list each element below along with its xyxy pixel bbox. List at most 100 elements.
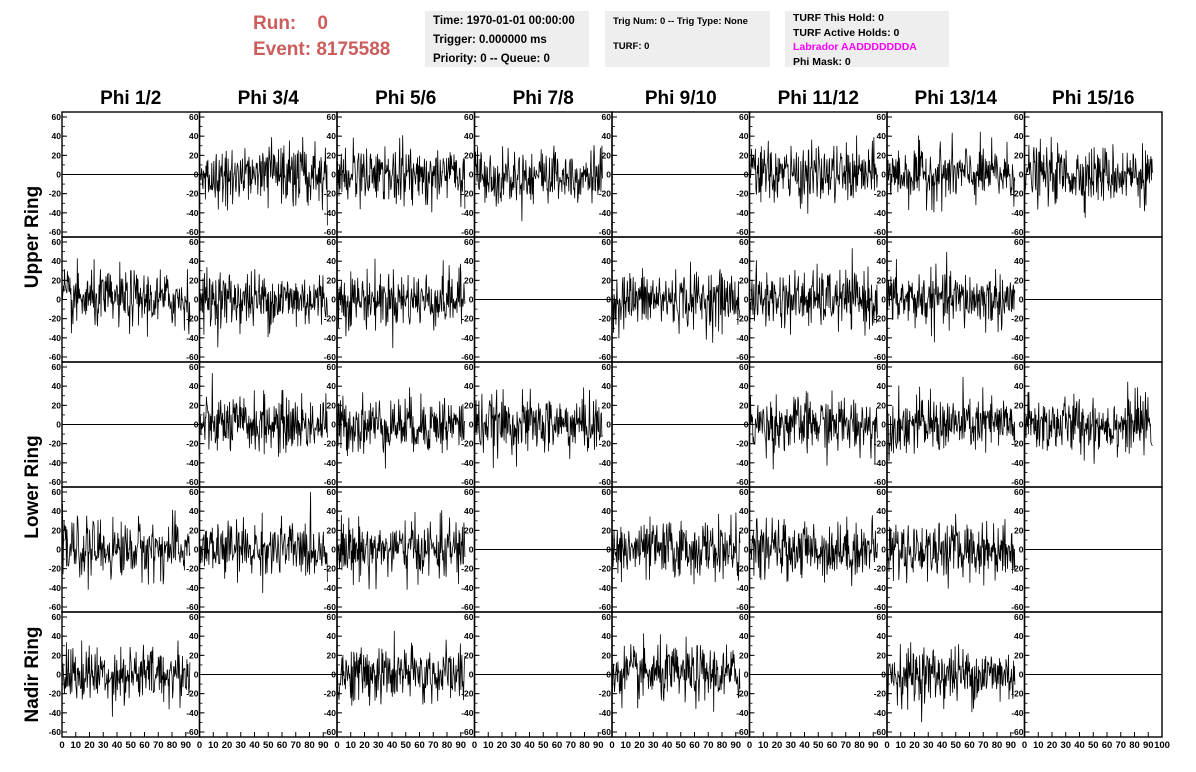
y-tick-label: 40 xyxy=(877,631,887,641)
y-tick-label: -60 xyxy=(599,227,612,237)
x-tick-label: 20 xyxy=(772,740,783,751)
x-tick-label: 50 xyxy=(400,740,411,751)
y-tick-label: 20 xyxy=(52,650,62,660)
x-tick-label: 90 xyxy=(1005,740,1016,751)
y-tick-label: 60 xyxy=(327,112,337,122)
waveform-trace xyxy=(611,261,741,343)
y-tick-label: 40 xyxy=(739,506,749,516)
y-tick-label: -60 xyxy=(736,602,749,612)
x-tick-label: 30 xyxy=(373,740,384,751)
y-tick-label: -60 xyxy=(599,477,612,487)
y-tick-label: 20 xyxy=(739,650,749,660)
y-tick-label: -20 xyxy=(736,564,749,574)
y-tick-label: 20 xyxy=(327,650,337,660)
y-tick-label: 20 xyxy=(1014,525,1024,535)
y-tick-label: 60 xyxy=(877,112,887,122)
y-tick-label: -40 xyxy=(49,333,62,343)
y-tick-label: -60 xyxy=(461,227,474,237)
phi-mask-line: Phi Mask: 0 xyxy=(793,55,851,68)
panel-frame xyxy=(198,361,338,488)
y-tick-label: -60 xyxy=(1011,227,1024,237)
waveform-trace xyxy=(886,376,1016,462)
y-tick-label: 60 xyxy=(464,237,474,247)
y-tick-label: 0 xyxy=(194,420,199,430)
y-tick-label: -40 xyxy=(599,458,612,468)
y-tick-label: -60 xyxy=(186,602,199,612)
y-tick-label: -20 xyxy=(736,439,749,449)
y-tick-label: 40 xyxy=(327,381,337,391)
y-tick-label: 0 xyxy=(331,170,336,180)
y-tick-label: 60 xyxy=(464,612,474,622)
y-tick-label: 20 xyxy=(464,275,474,285)
y-tick-label: 0 xyxy=(881,670,886,680)
y-tick-label: -40 xyxy=(324,458,337,468)
y-tick-label: 20 xyxy=(464,650,474,660)
x-tick-label: 20 xyxy=(359,740,370,751)
y-tick-label: 0 xyxy=(56,170,61,180)
y-tick-label: 0 xyxy=(1019,670,1024,680)
waveform-trace xyxy=(749,248,878,336)
waveform-trace xyxy=(336,135,466,213)
x-tick-label: 90 xyxy=(593,740,604,751)
y-tick-label: -40 xyxy=(599,208,612,218)
y-tick-label: -40 xyxy=(1011,208,1024,218)
y-tick-label: -40 xyxy=(599,583,612,593)
x-tick-label: 60 xyxy=(552,740,563,751)
y-tick-label: 0 xyxy=(744,170,749,180)
y-tick-label: 60 xyxy=(52,362,62,372)
y-tick-label: 20 xyxy=(327,275,337,285)
waveform-trace xyxy=(749,515,878,587)
y-tick-label: 0 xyxy=(606,670,611,680)
y-tick-label: 20 xyxy=(464,150,474,160)
y-tick-label: 40 xyxy=(464,381,474,391)
x-tick-label: 90 xyxy=(180,740,191,751)
y-tick-label: 60 xyxy=(327,612,337,622)
x-tick-label: 20 xyxy=(497,740,508,751)
run-value: 0 xyxy=(317,13,328,34)
x-tick-label: 50 xyxy=(950,740,961,751)
y-tick-label: 60 xyxy=(189,237,199,247)
y-tick-label: 60 xyxy=(1014,487,1024,497)
y-tick-label: 60 xyxy=(1014,237,1024,247)
y-tick-label: -60 xyxy=(736,477,749,487)
y-tick-label: 40 xyxy=(1014,631,1024,641)
y-tick-label: -40 xyxy=(461,583,474,593)
y-tick-label: 40 xyxy=(1014,131,1024,141)
y-tick-label: -20 xyxy=(1011,189,1024,199)
y-tick-label: 0 xyxy=(1019,420,1024,430)
y-tick-label: 20 xyxy=(602,650,612,660)
y-tick-label: 40 xyxy=(739,131,749,141)
y-tick-label: -60 xyxy=(599,602,612,612)
y-tick-label: 20 xyxy=(602,525,612,535)
y-tick-label: -20 xyxy=(324,689,337,699)
y-tick-label: -20 xyxy=(186,689,199,699)
y-tick-label: -40 xyxy=(874,458,887,468)
y-tick-label: 40 xyxy=(327,506,337,516)
y-tick-label: -60 xyxy=(461,727,474,737)
y-tick-label: -40 xyxy=(49,583,62,593)
column-title: Phi 3/4 xyxy=(238,88,300,109)
y-tick-label: -40 xyxy=(49,458,62,468)
x-tick-label: 60 xyxy=(139,740,150,751)
y-tick-label: -60 xyxy=(461,602,474,612)
x-tick-label: 80 xyxy=(854,740,865,751)
y-tick-label: 20 xyxy=(327,150,337,160)
y-tick-label: 20 xyxy=(189,150,199,160)
y-tick-label: 20 xyxy=(1014,650,1024,660)
x-tick-label: 60 xyxy=(277,740,288,751)
y-tick-label: 40 xyxy=(327,256,337,266)
x-tick-label: 80 xyxy=(442,740,453,751)
y-tick-label: 40 xyxy=(189,506,199,516)
y-tick-label: 20 xyxy=(1014,400,1024,410)
y-tick-label: -40 xyxy=(461,708,474,718)
y-tick-label: 40 xyxy=(877,381,887,391)
y-tick-label: 0 xyxy=(1019,295,1024,305)
x-tick-label: 50 xyxy=(1088,740,1099,751)
y-tick-label: -20 xyxy=(599,439,612,449)
y-tick-label: 40 xyxy=(739,256,749,266)
x-tick-label: 80 xyxy=(1129,740,1140,751)
x-tick-label: 80 xyxy=(717,740,728,751)
y-tick-label: -60 xyxy=(324,352,337,362)
y-tick-label: 20 xyxy=(602,275,612,285)
y-tick-label: 40 xyxy=(189,381,199,391)
